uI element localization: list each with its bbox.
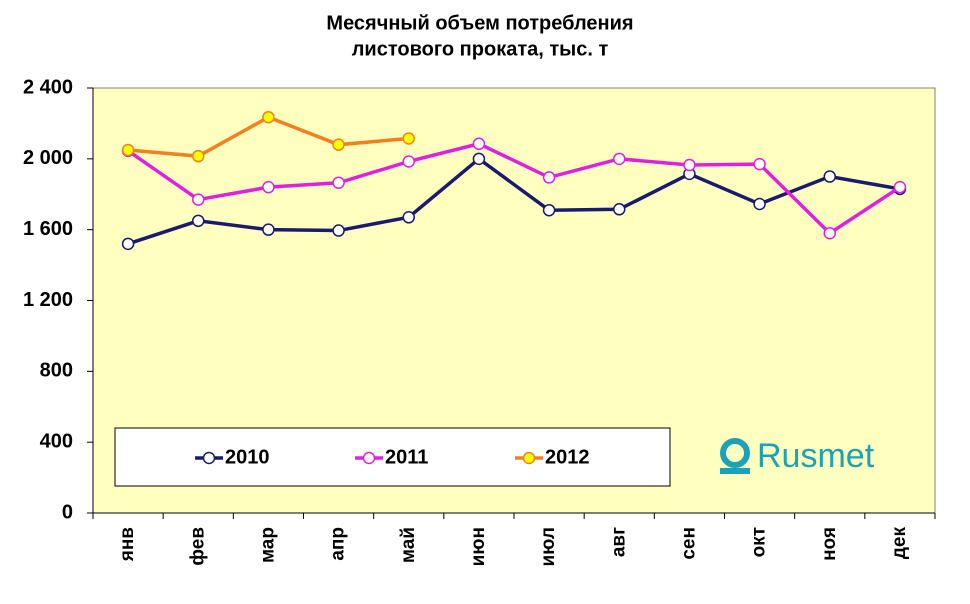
point bbox=[121, 237, 135, 251]
logo-text: Rusmet bbox=[757, 437, 875, 475]
legend-marker bbox=[522, 451, 536, 465]
legend-marker bbox=[362, 451, 376, 465]
point bbox=[613, 152, 626, 166]
legend-label: 2012 bbox=[545, 446, 590, 468]
point bbox=[332, 176, 345, 189]
x-tick-label: мар bbox=[257, 527, 278, 563]
y-tick-label: 2 000 bbox=[23, 147, 73, 169]
x-tick-label: июл bbox=[538, 527, 559, 567]
chart-title: Месячный объем потребления bbox=[326, 12, 633, 34]
series-line bbox=[127, 141, 901, 236]
x-tick-label: янв bbox=[117, 527, 138, 562]
point bbox=[262, 110, 275, 124]
point bbox=[683, 158, 696, 172]
series-line bbox=[127, 156, 901, 246]
point bbox=[753, 197, 766, 211]
point bbox=[402, 155, 415, 168]
x-tick-label: июн bbox=[468, 527, 489, 566]
legend-label: 2011 bbox=[385, 446, 428, 468]
point bbox=[472, 137, 486, 151]
point bbox=[472, 152, 486, 166]
point bbox=[402, 132, 415, 145]
point bbox=[121, 143, 135, 157]
chart-title: листового проката, тыс. т bbox=[352, 38, 609, 60]
point bbox=[192, 149, 205, 163]
point bbox=[262, 223, 275, 236]
point bbox=[753, 157, 766, 171]
legend-marker bbox=[202, 451, 216, 465]
y-tick-label: 1 200 bbox=[23, 289, 73, 311]
x-tick-label: окт bbox=[749, 527, 770, 557]
point bbox=[613, 203, 626, 216]
logo-icon bbox=[720, 438, 750, 468]
x-tick-label: сен bbox=[678, 527, 699, 560]
legend-label: 2010 bbox=[225, 446, 270, 468]
point bbox=[332, 138, 345, 151]
point bbox=[823, 226, 836, 240]
point bbox=[542, 171, 556, 184]
y-tick-label: 0 bbox=[62, 501, 73, 523]
point bbox=[823, 170, 836, 183]
x-tick-label: дек bbox=[889, 527, 910, 560]
y-tick-label: 400 bbox=[40, 430, 73, 452]
logo: Rusmet bbox=[720, 437, 875, 475]
point bbox=[402, 211, 415, 224]
x-tick-label: апр bbox=[328, 527, 349, 561]
logo-icon bbox=[720, 468, 750, 474]
point bbox=[542, 203, 556, 217]
point bbox=[262, 180, 275, 194]
point bbox=[893, 180, 907, 194]
y-tick-label: 1 600 bbox=[23, 218, 73, 240]
y-tick-label: 800 bbox=[40, 360, 73, 382]
x-tick-label: фев bbox=[187, 527, 208, 566]
point bbox=[332, 224, 345, 237]
x-tick-label: май bbox=[398, 527, 419, 563]
x-tick-label: авг bbox=[608, 527, 629, 557]
point bbox=[192, 214, 205, 228]
point bbox=[192, 193, 205, 206]
x-tick-label: ноя bbox=[819, 527, 840, 561]
y-tick-label: 2 400 bbox=[23, 76, 73, 98]
